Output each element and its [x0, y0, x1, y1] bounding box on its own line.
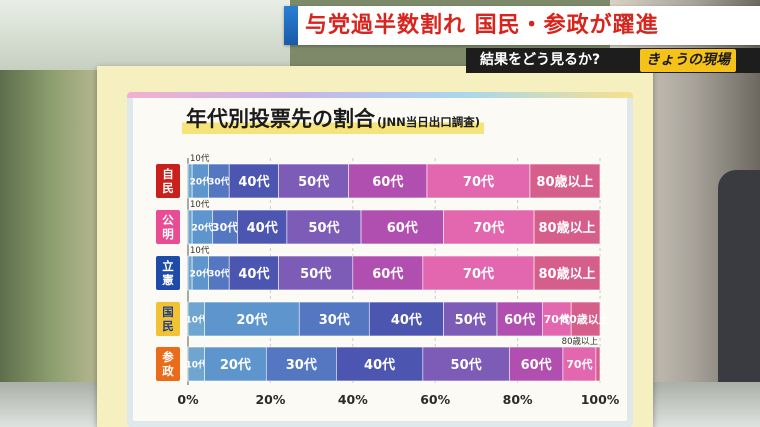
x-tick-label: 20%: [255, 392, 285, 407]
bar-segment: [265, 346, 337, 382]
segment-label: 60代: [504, 312, 535, 328]
bar-segment: [496, 301, 543, 337]
bar-segment: [422, 346, 510, 382]
headline-banner: [284, 6, 760, 45]
bar-segment: [562, 346, 597, 382]
segment-label: 60代: [387, 220, 418, 236]
bar-segment: [286, 209, 362, 245]
bar-segment: [204, 301, 300, 337]
segment-label: 80歳以上: [561, 312, 609, 326]
bar-segment: [228, 163, 279, 199]
segment-label: 70代: [566, 357, 592, 371]
bar-segment: [533, 255, 601, 291]
segment-label: 50代: [451, 357, 482, 373]
x-tick-label: 100%: [581, 392, 620, 407]
segment-label-callout: 10代: [190, 245, 210, 256]
x-tick-label: 0%: [177, 392, 199, 407]
bar-segment: [278, 255, 354, 291]
segment-label: 10代: [185, 313, 207, 325]
segment-label: 30代: [212, 220, 238, 234]
chart-subtitle: (JNN当日出口調査): [377, 115, 481, 129]
party-label-tile: [156, 210, 180, 244]
background-window: [0, 0, 290, 70]
segment-label: 60代: [372, 266, 403, 282]
segment-label: 30代: [319, 312, 350, 328]
bar-segment: [298, 301, 370, 337]
party-label-char: 民: [162, 319, 174, 333]
bar-segment: [595, 346, 601, 382]
segment-label: 40代: [364, 357, 395, 373]
bar-segment: [212, 209, 238, 245]
segment-label: 30代: [208, 175, 230, 187]
segment-label: 10代: [185, 358, 207, 370]
chart-title: 年代別投票先の割合 (JNN当日出口調査): [182, 104, 485, 134]
segment-label: 80歳以上: [538, 220, 595, 236]
segment-label: 40代: [391, 312, 422, 328]
party-label-char: 民: [162, 181, 174, 195]
subheadline-text: 結果をどう見るか?: [480, 52, 601, 68]
party-label-char: 自: [162, 167, 174, 181]
bar-segment: [529, 163, 601, 199]
segment-label: 20代: [190, 267, 212, 279]
bar-segment: [278, 163, 349, 199]
bar-segment: [228, 255, 279, 291]
bar-segment: [336, 346, 424, 382]
segment-label: 60代: [521, 357, 552, 373]
bar-segment: [570, 301, 601, 337]
segment-label: 30代: [286, 357, 317, 373]
banner-accent: [284, 6, 298, 45]
segment-label: 70代: [463, 266, 494, 282]
party-label-tile: [156, 347, 180, 381]
segment-label: 50代: [308, 220, 339, 236]
party-label-tile: [156, 302, 180, 336]
party-label-char: 立: [162, 259, 174, 273]
segment-label-callout: 10代: [190, 199, 210, 210]
bar-segment: [542, 301, 572, 337]
segment-label: 60代: [372, 174, 403, 190]
segment-label: 40代: [238, 174, 269, 190]
bar-segment: [360, 209, 444, 245]
segment-label: 70代: [463, 174, 494, 190]
segment-label: 50代: [300, 266, 331, 282]
segment-label-callout: 80歳以上: [562, 336, 599, 347]
x-tick-label: 60%: [420, 392, 450, 407]
bar-segment: [422, 255, 535, 291]
party-label-char: 明: [162, 227, 174, 241]
segment-label: 30代: [208, 267, 230, 279]
party-label-char: 憲: [161, 273, 174, 287]
x-tick-label: 40%: [338, 392, 368, 407]
segment-label-callout: 10代: [190, 153, 210, 164]
segment-label: 80歳以上: [538, 266, 595, 282]
bar-segment: [237, 209, 288, 245]
segment-label: 40代: [238, 266, 269, 282]
bar-segment: [509, 346, 564, 382]
party-label-char: 政: [162, 364, 174, 378]
headline-text: 与党過半数割れ 国民・参政が躍進: [305, 13, 659, 38]
bar-segment: [352, 255, 424, 291]
segment-label: 80歳以上: [536, 174, 593, 190]
segment-label: 50代: [455, 312, 486, 328]
party-label-char: 公: [162, 213, 174, 227]
segment-label: 20代: [190, 175, 212, 187]
program-logo: きょうの現場: [640, 49, 736, 72]
party-label-tile: [156, 164, 180, 198]
bar-segment: [443, 301, 498, 337]
party-label-char: 国: [162, 305, 174, 319]
segment-label: 50代: [298, 174, 329, 190]
party-label-tile: [156, 256, 180, 290]
x-tick-label: 80%: [503, 392, 533, 407]
segment-label: 20代: [220, 357, 251, 373]
segment-label: 70代: [544, 312, 570, 326]
bar-segment: [426, 163, 531, 199]
party-label-char: 参: [161, 350, 174, 364]
segment-label: 20代: [192, 221, 214, 233]
segment-label: 20代: [236, 312, 267, 328]
segment-label: 40代: [247, 220, 278, 236]
segment-label: 70代: [473, 220, 504, 236]
bar-segment: [368, 301, 444, 337]
bar-segment: [204, 346, 267, 382]
bar-segment: [348, 163, 428, 199]
bar-segment: [533, 209, 601, 245]
